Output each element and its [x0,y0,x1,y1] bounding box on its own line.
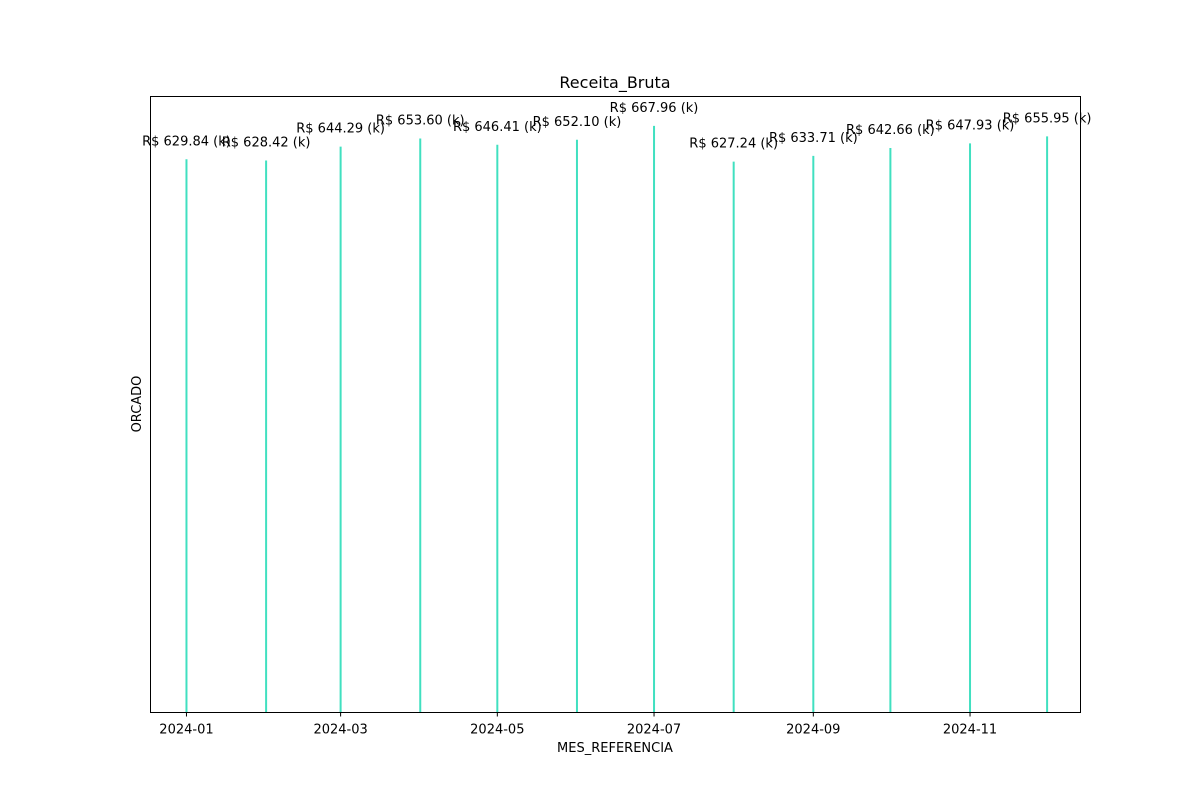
data-labels-layer: R$ 629.84 (k)R$ 628.42 (k)R$ 644.29 (k)R… [142,101,1091,152]
x-tick-label: 2024-01 [159,723,213,738]
data-label: R$ 627.24 (k) [689,137,778,152]
x-axis-ticks: 2024-01 2024-03 2024-05 2024-07 2024-09 2024-… [159,712,997,738]
chart-title: Receita_Bruta [559,73,670,93]
x-tick-label: 2024-09 [786,723,840,738]
data-label: R$ 628.42 (k) [222,136,311,151]
data-label: R$ 629.84 (k) [142,134,231,149]
x-axis-label: MES_REFERENCIA [557,741,673,756]
data-label: R$ 647.93 (k) [926,118,1015,133]
data-label: R$ 655.95 (k) [1003,111,1092,126]
data-label: R$ 667.96 (k) [610,101,699,116]
x-tick-label: 2024-03 [313,723,367,738]
data-label: R$ 653.60 (k) [376,113,465,128]
bars-layer [185,125,1049,713]
y-axis-label: ORCADO [130,376,145,433]
data-label: R$ 642.66 (k) [846,123,935,138]
data-label: R$ 646.41 (k) [453,120,542,135]
plot-frame [150,96,1081,713]
x-tick-label: 2024-05 [470,723,524,738]
data-label: R$ 644.29 (k) [296,122,385,137]
x-tick-label: 2024-11 [943,723,997,738]
x-tick-label: 2024-07 [627,723,681,738]
data-label: R$ 633.71 (k) [769,131,858,146]
data-label: R$ 652.10 (k) [533,115,622,130]
